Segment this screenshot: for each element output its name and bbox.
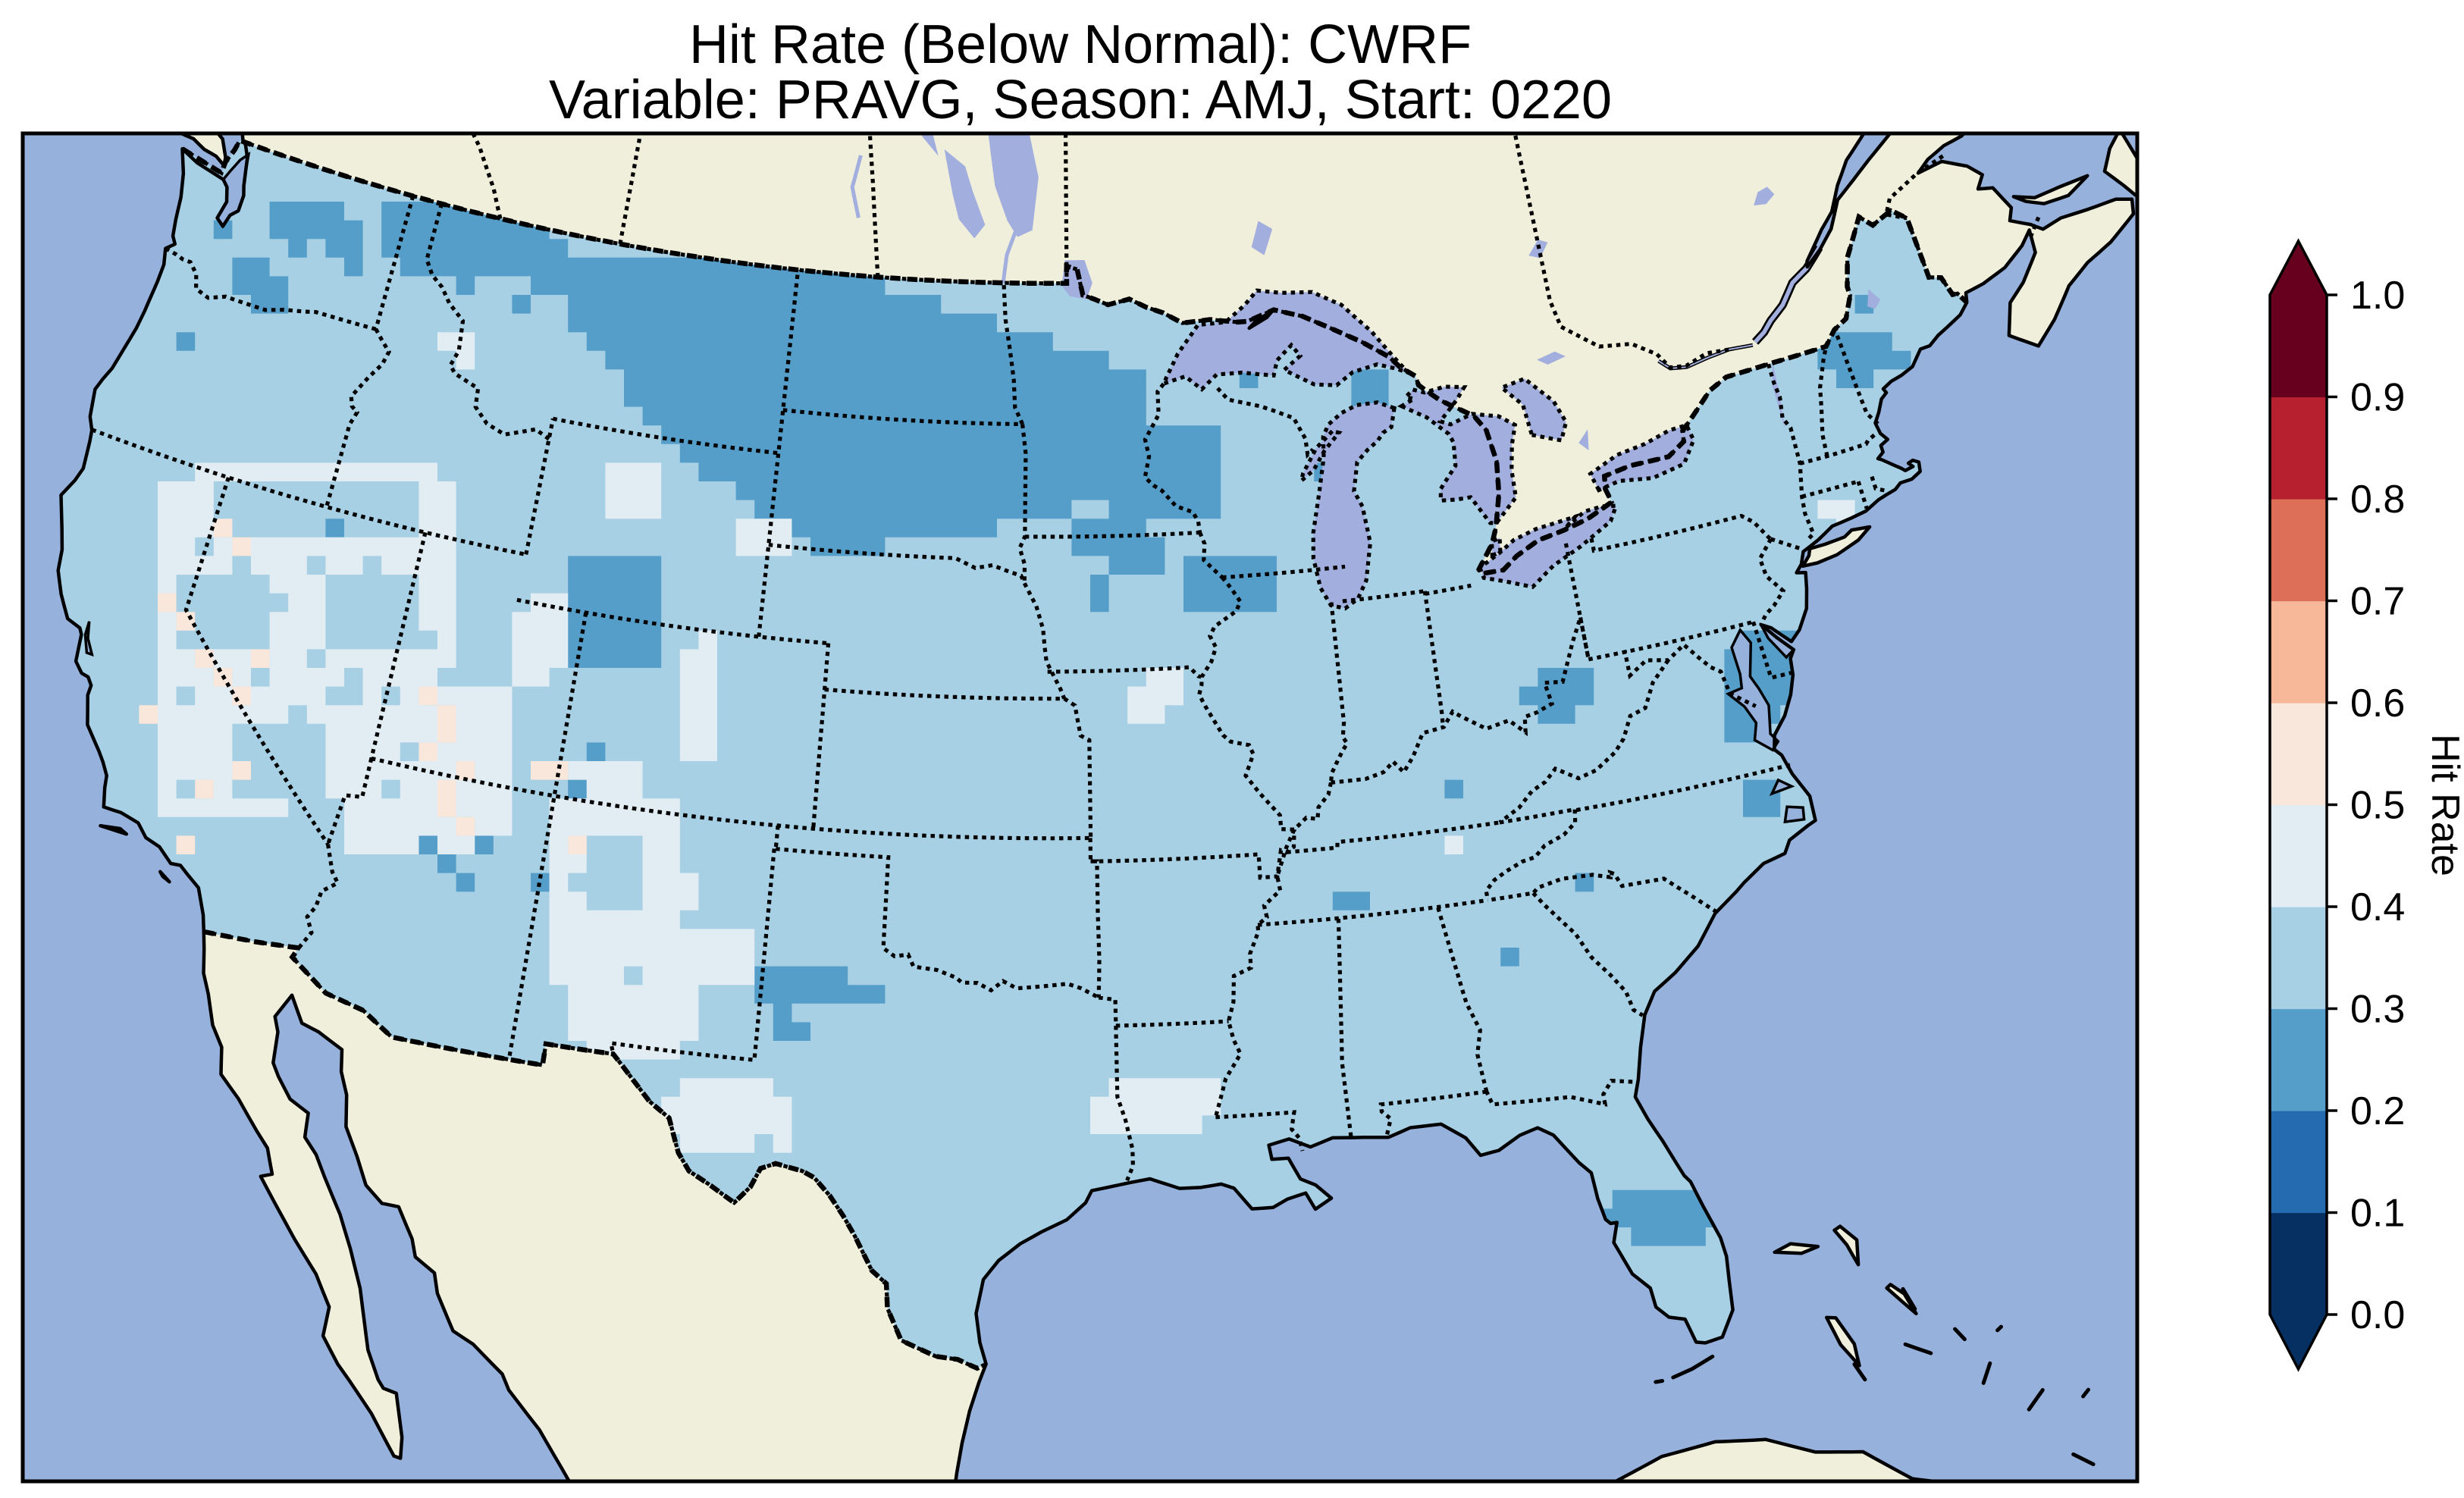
svg-text:0.3: 0.3: [2350, 988, 2405, 1032]
svg-text:0.8: 0.8: [2350, 478, 2405, 522]
svg-text:0.0: 0.0: [2350, 1293, 2405, 1337]
svg-text:0.2: 0.2: [2350, 1089, 2405, 1133]
svg-text:0.7: 0.7: [2350, 580, 2405, 624]
svg-text:0.9: 0.9: [2350, 376, 2405, 420]
svg-text:Hit Rate: Hit Rate: [2423, 734, 2464, 876]
svg-text:0.4: 0.4: [2350, 885, 2405, 929]
svg-text:Hit Rate (Below Normal): CWRF: Hit Rate (Below Normal): CWRF: [689, 14, 1472, 75]
svg-text:0.5: 0.5: [2350, 784, 2405, 828]
svg-text:1.0: 1.0: [2350, 274, 2405, 318]
svg-text:Variable: PRAVG, Season: AMJ,: Variable: PRAVG, Season: AMJ, Start: 022…: [549, 70, 1612, 130]
svg-text:0.1: 0.1: [2350, 1192, 2405, 1236]
svg-text:0.6: 0.6: [2350, 682, 2405, 725]
